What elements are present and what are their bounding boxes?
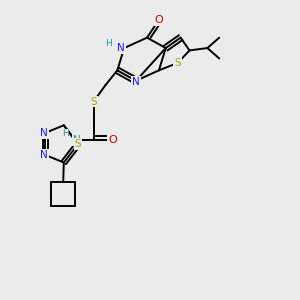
Text: S: S	[90, 97, 97, 106]
Text: S: S	[75, 139, 81, 149]
Text: O: O	[108, 135, 117, 145]
Text: S: S	[174, 58, 181, 68]
Text: H: H	[105, 39, 112, 48]
Text: N: N	[132, 77, 140, 87]
Text: N: N	[40, 150, 48, 160]
Text: N: N	[73, 135, 80, 145]
Text: H: H	[62, 129, 69, 138]
Text: O: O	[154, 15, 163, 25]
Text: N: N	[117, 43, 125, 53]
Text: N: N	[40, 128, 48, 138]
